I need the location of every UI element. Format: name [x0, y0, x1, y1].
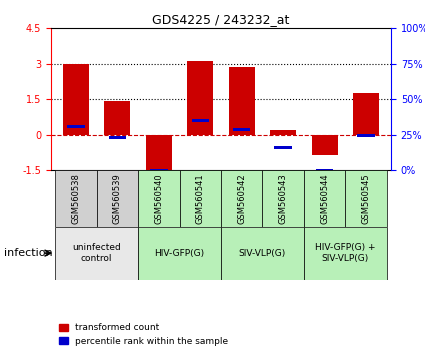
Bar	[63, 64, 89, 135]
Text: GSM560542: GSM560542	[237, 173, 246, 224]
FancyBboxPatch shape	[304, 227, 387, 280]
Text: GSM560545: GSM560545	[362, 173, 371, 224]
Text: HIV-GFP(G) +
SIV-VLP(G): HIV-GFP(G) + SIV-VLP(G)	[315, 244, 376, 263]
Bar	[187, 61, 213, 135]
FancyBboxPatch shape	[346, 170, 387, 227]
FancyBboxPatch shape	[179, 170, 221, 227]
Title: GDS4225 / 243232_at: GDS4225 / 243232_at	[152, 13, 290, 26]
Bar	[67, 125, 85, 128]
Bar	[229, 67, 255, 135]
FancyBboxPatch shape	[138, 227, 221, 280]
Bar	[150, 169, 167, 172]
Bar	[146, 135, 172, 171]
Text: uninfected
control: uninfected control	[72, 244, 121, 263]
FancyBboxPatch shape	[55, 227, 138, 280]
FancyBboxPatch shape	[96, 170, 138, 227]
Text: GSM560538: GSM560538	[71, 173, 80, 224]
Bar	[316, 169, 333, 171]
Bar	[270, 130, 296, 135]
Text: GSM560539: GSM560539	[113, 173, 122, 224]
Bar	[312, 135, 338, 155]
Legend: transformed count, percentile rank within the sample: transformed count, percentile rank withi…	[56, 320, 232, 349]
Bar	[357, 134, 375, 137]
Bar	[233, 128, 250, 131]
Text: GSM560540: GSM560540	[154, 173, 163, 224]
Text: SIV-VLP(G): SIV-VLP(G)	[239, 249, 286, 258]
FancyBboxPatch shape	[221, 227, 304, 280]
Bar	[353, 93, 379, 135]
Bar	[104, 102, 130, 135]
Text: GSM560541: GSM560541	[196, 173, 205, 224]
Text: GSM560544: GSM560544	[320, 173, 329, 224]
Bar	[109, 136, 126, 139]
Bar	[192, 119, 209, 122]
Text: infection: infection	[4, 248, 53, 258]
FancyBboxPatch shape	[221, 170, 263, 227]
Text: HIV-GFP(G): HIV-GFP(G)	[154, 249, 204, 258]
FancyBboxPatch shape	[55, 170, 96, 227]
FancyBboxPatch shape	[304, 170, 346, 227]
FancyBboxPatch shape	[138, 170, 179, 227]
FancyBboxPatch shape	[263, 170, 304, 227]
Bar	[275, 146, 292, 149]
Text: GSM560543: GSM560543	[279, 173, 288, 224]
